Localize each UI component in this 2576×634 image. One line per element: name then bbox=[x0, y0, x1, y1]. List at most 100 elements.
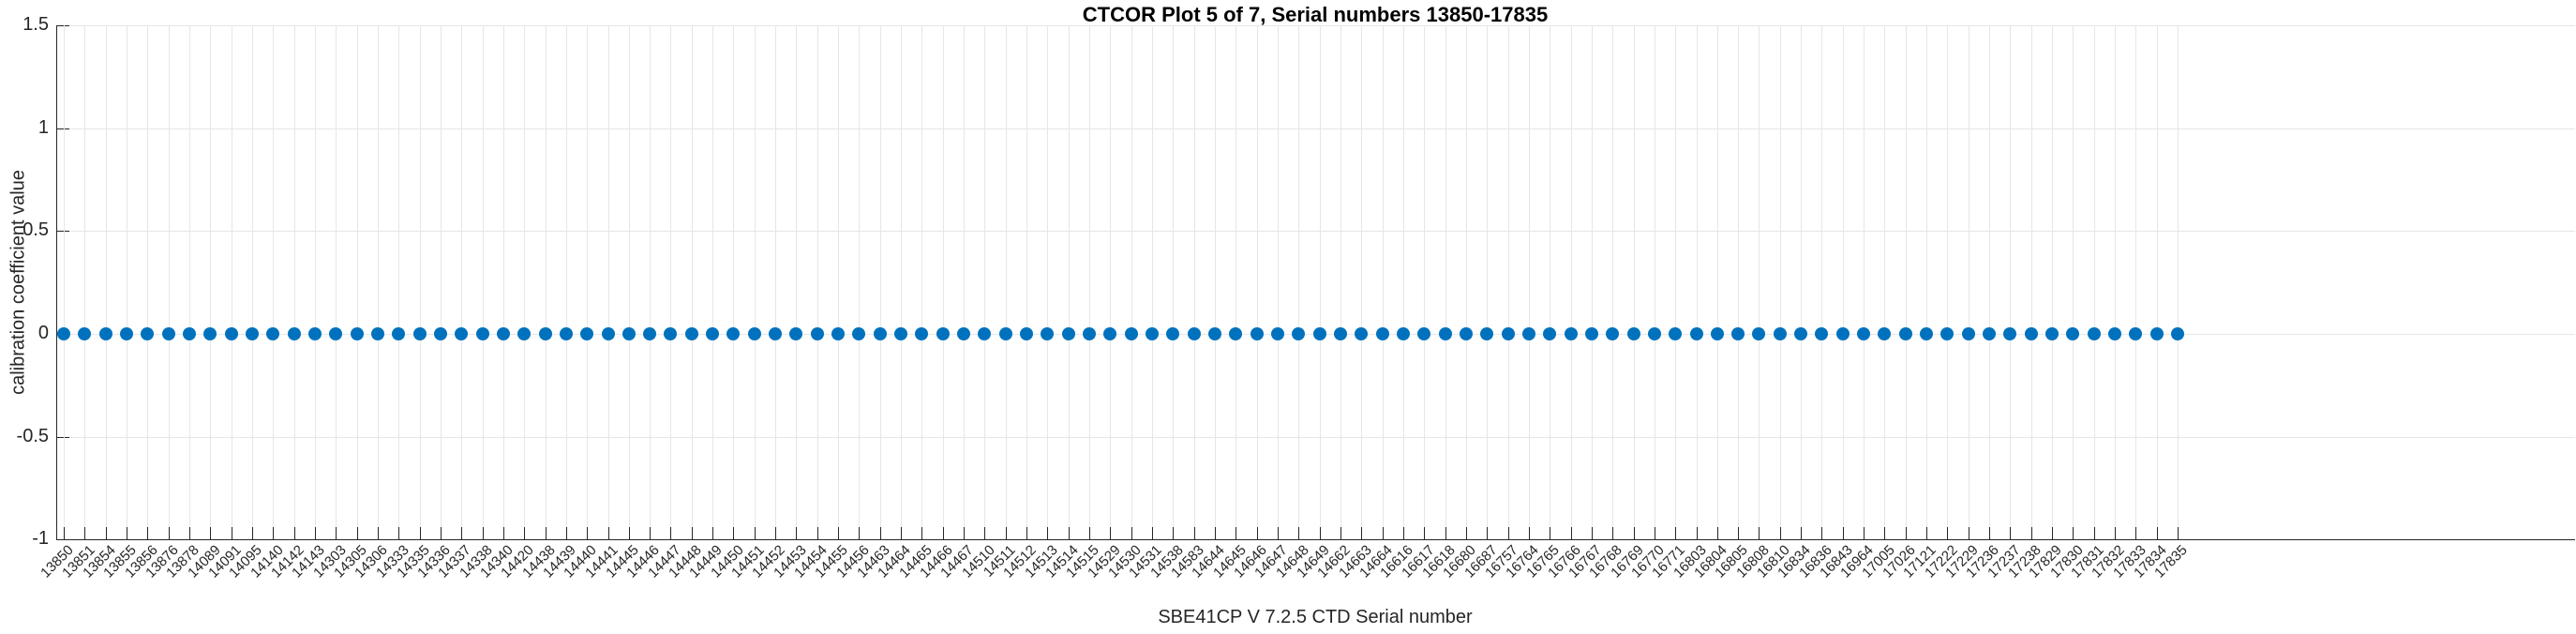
x-tick-mark bbox=[1382, 527, 1384, 539]
x-tick-mark bbox=[1612, 527, 1614, 539]
x-axis-label: SBE41CP V 7.2.5 CTD Serial number bbox=[1158, 607, 1473, 627]
data-point bbox=[1250, 327, 1264, 340]
data-point bbox=[1292, 327, 1306, 340]
data-point bbox=[2087, 327, 2101, 340]
data-point bbox=[1878, 327, 1892, 340]
x-axis-line bbox=[56, 539, 2575, 540]
x-tick-mark bbox=[984, 527, 986, 539]
x-tick-mark bbox=[1152, 527, 1153, 539]
v-gridline bbox=[188, 25, 190, 539]
data-point bbox=[1187, 327, 1201, 340]
v-gridline bbox=[1277, 25, 1279, 539]
x-tick-mark bbox=[147, 527, 149, 539]
v-gridline bbox=[1152, 25, 1153, 539]
x-tick-mark bbox=[1402, 527, 1404, 539]
h-gridline bbox=[57, 231, 2575, 233]
x-tick-mark bbox=[1716, 527, 1718, 539]
data-point bbox=[873, 327, 887, 340]
data-point bbox=[789, 327, 803, 340]
y-tick-label: 0 bbox=[37, 323, 49, 344]
v-gridline bbox=[879, 25, 881, 539]
v-gridline bbox=[1821, 25, 1823, 539]
v-gridline bbox=[2115, 25, 2117, 539]
data-point bbox=[2149, 327, 2164, 340]
data-point bbox=[329, 327, 343, 340]
x-tick-mark bbox=[2093, 527, 2095, 539]
x-tick-mark bbox=[1801, 527, 1803, 539]
v-gridline bbox=[733, 25, 735, 539]
x-tick-mark bbox=[1361, 527, 1363, 539]
x-tick-mark bbox=[293, 527, 295, 539]
data-point bbox=[622, 327, 636, 340]
data-point bbox=[350, 327, 364, 340]
v-gridline bbox=[168, 25, 170, 539]
x-tick-mark bbox=[1110, 527, 1112, 539]
x-tick-mark bbox=[1905, 527, 1907, 539]
data-point bbox=[1207, 327, 1221, 340]
y-tick-mark bbox=[57, 436, 69, 438]
x-tick-mark bbox=[1298, 527, 1300, 539]
x-tick-mark bbox=[775, 527, 777, 539]
x-tick-mark bbox=[1068, 527, 1070, 539]
v-gridline bbox=[1633, 25, 1635, 539]
data-point bbox=[1333, 327, 1347, 340]
v-gridline bbox=[273, 25, 275, 539]
v-gridline bbox=[84, 25, 86, 539]
v-gridline bbox=[1424, 25, 1426, 539]
x-tick-mark bbox=[1864, 527, 1865, 539]
data-point bbox=[245, 327, 259, 340]
x-tick-mark bbox=[336, 527, 337, 539]
x-tick-mark bbox=[84, 527, 86, 539]
v-gridline bbox=[524, 25, 526, 539]
data-point bbox=[1061, 327, 1075, 340]
v-gridline bbox=[754, 25, 756, 539]
data-point bbox=[1669, 327, 1683, 340]
v-gridline bbox=[628, 25, 630, 539]
v-gridline bbox=[1905, 25, 1907, 539]
v-gridline bbox=[1884, 25, 1886, 539]
data-point bbox=[98, 327, 112, 340]
x-tick-mark bbox=[2073, 527, 2074, 539]
x-tick-mark bbox=[1256, 527, 1258, 539]
v-gridline bbox=[461, 25, 463, 539]
data-point bbox=[559, 327, 573, 340]
x-tick-mark bbox=[1424, 527, 1426, 539]
v-gridline bbox=[1131, 25, 1132, 539]
data-point bbox=[266, 327, 280, 340]
v-gridline bbox=[1801, 25, 1803, 539]
x-tick-mark bbox=[419, 527, 421, 539]
data-point bbox=[978, 327, 992, 340]
v-gridline bbox=[691, 25, 693, 539]
x-tick-mark bbox=[712, 527, 714, 539]
v-gridline bbox=[2135, 25, 2137, 539]
x-tick-mark bbox=[1696, 527, 1698, 539]
x-tick-mark bbox=[545, 527, 547, 539]
data-point bbox=[1920, 327, 1934, 340]
x-tick-mark bbox=[1173, 527, 1175, 539]
x-tick-mark bbox=[1026, 527, 1028, 539]
data-point bbox=[141, 327, 155, 340]
x-tick-mark bbox=[64, 527, 65, 539]
x-tick-mark bbox=[482, 527, 484, 539]
data-point bbox=[1229, 327, 1243, 340]
data-point bbox=[119, 327, 133, 340]
x-tick-mark bbox=[565, 527, 567, 539]
v-gridline bbox=[670, 25, 672, 539]
v-gridline bbox=[1738, 25, 1740, 539]
v-gridline bbox=[775, 25, 777, 539]
x-tick-mark bbox=[168, 527, 170, 539]
v-gridline bbox=[1696, 25, 1698, 539]
data-point bbox=[998, 327, 1012, 340]
y-tick-mark bbox=[57, 231, 69, 233]
v-gridline bbox=[1528, 25, 1530, 539]
v-gridline bbox=[2156, 25, 2158, 539]
x-tick-mark bbox=[356, 527, 358, 539]
x-tick-mark bbox=[1214, 527, 1216, 539]
data-point bbox=[1270, 327, 1284, 340]
v-gridline bbox=[314, 25, 316, 539]
v-gridline bbox=[1675, 25, 1677, 539]
v-gridline bbox=[1591, 25, 1593, 539]
data-point bbox=[1459, 327, 1473, 340]
data-point bbox=[2003, 327, 2017, 340]
